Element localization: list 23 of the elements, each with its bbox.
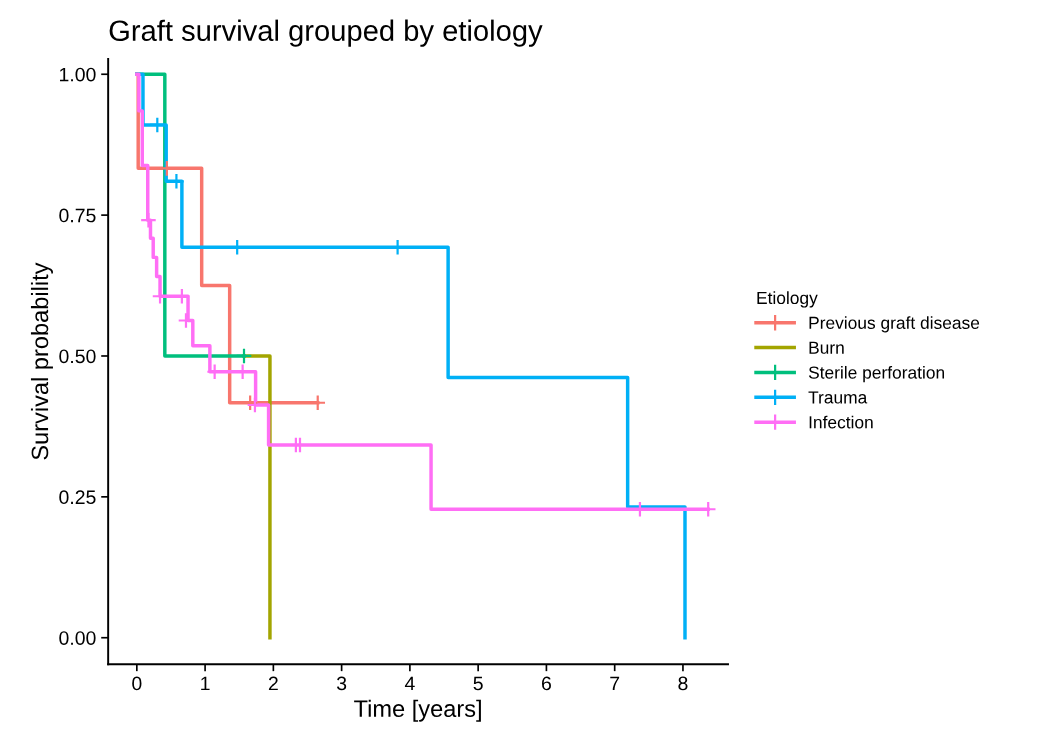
x-tick-label: 1	[201, 676, 210, 691]
x-tick-label: 6	[542, 676, 551, 691]
y-tick-label: 1.00	[60, 67, 96, 82]
y-tick-label: 0.50	[59, 349, 96, 364]
legend-label: Sterile perforation	[808, 365, 945, 383]
y-tick-label: 0.00	[59, 631, 96, 645]
legend-label: Previous graft disease	[809, 316, 980, 333]
x-tick-label: 3	[336, 676, 347, 691]
legend-label: Burn	[809, 341, 844, 354]
legend-label: Infection	[809, 415, 873, 429]
y-axis-title: Survival probability	[30, 262, 53, 460]
x-tick-label: 5	[473, 676, 483, 691]
x-tick-label: 7	[610, 676, 620, 691]
legend-label: Trauma	[808, 391, 868, 404]
x-tick-label: 4	[404, 676, 415, 691]
x-tick-label: 2	[268, 676, 278, 691]
legend-title: Etiology	[757, 291, 818, 308]
x-tick-label: 0	[132, 676, 142, 691]
y-tick-label: 0.75	[59, 208, 96, 223]
chart-title: Graft survival grouped by etiology	[109, 19, 543, 47]
x-tick-label: 8	[678, 676, 688, 691]
y-tick-label: 0.25	[59, 490, 96, 505]
x-axis-title: Time [years]	[354, 699, 481, 722]
